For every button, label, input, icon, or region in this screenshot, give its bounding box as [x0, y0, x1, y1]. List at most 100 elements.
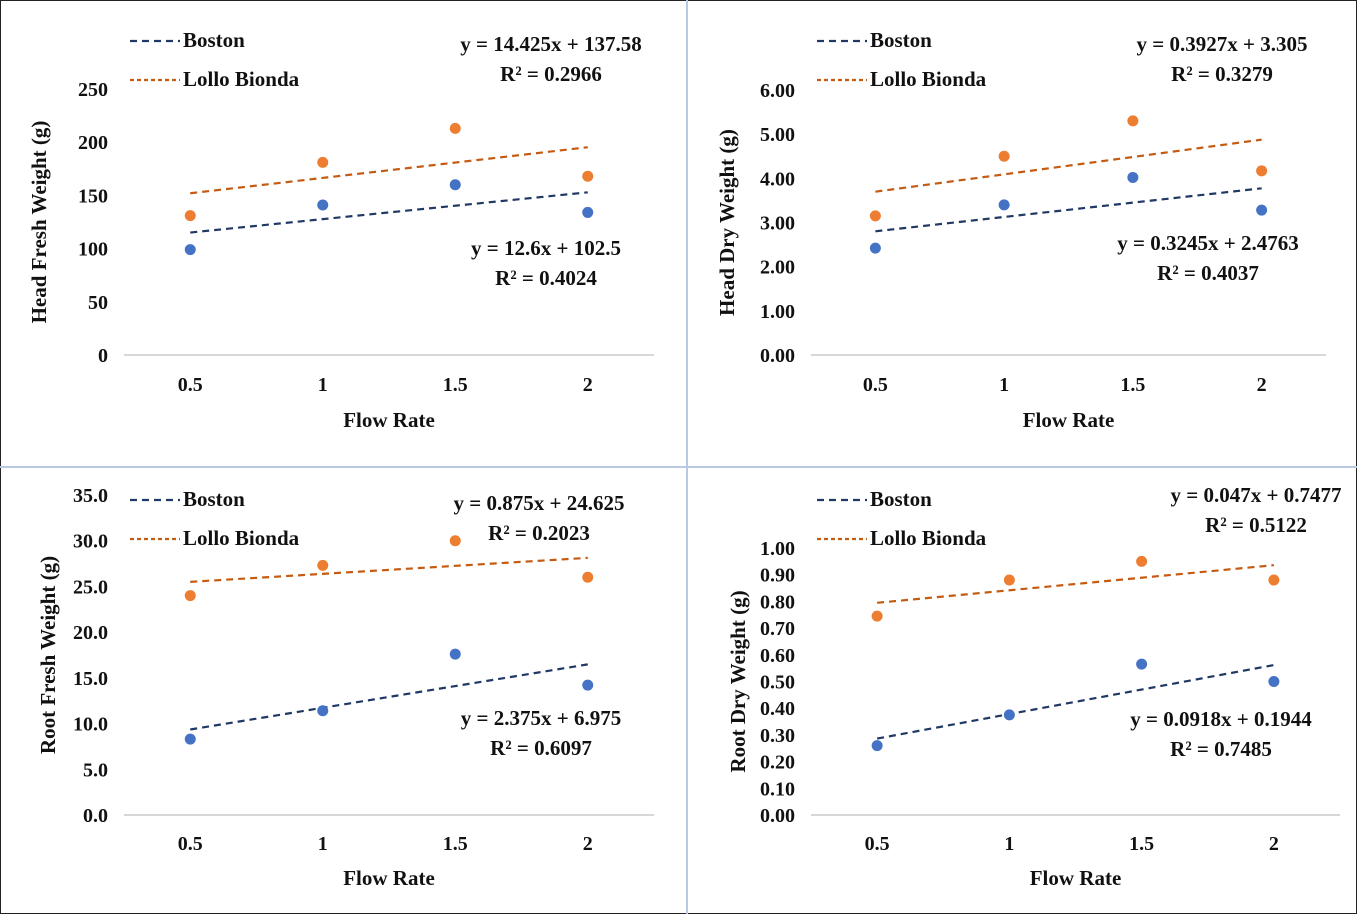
data-point-lollo-bionda	[1127, 115, 1139, 127]
trendline-equation-lollo-bionda: y = 0.875x + 24.625	[454, 491, 625, 515]
legend-label: Lollo Bionda	[183, 67, 300, 91]
y-tick-label: 25.0	[73, 576, 108, 598]
data-point-lollo-bionda	[449, 122, 461, 134]
x-tick-label: 2	[1257, 374, 1267, 396]
chart-svg: 0.00 1.00 2.00 3.00 4.00 5.00 6.00 0.5 1 1.5 2 Flow…	[715, 28, 1326, 432]
x-tick-label: 0.5	[865, 833, 890, 855]
y-tick-label: 0.60	[760, 645, 795, 667]
data-point-lollo-bionda	[1003, 574, 1015, 586]
trendline-equation-lollo-bionda: y = 14.425x + 137.58	[460, 32, 641, 56]
y-tick-label: 6.00	[760, 80, 795, 102]
trendline-equation-boston: y = 0.0918x + 0.1944	[1130, 707, 1312, 731]
data-point-lollo-bionda	[1268, 574, 1280, 586]
y-tick-label: 3.00	[760, 213, 795, 235]
y-axis-title: Head Fresh Weight (g)	[27, 121, 51, 324]
data-point-lollo-bionda	[998, 150, 1010, 162]
y-tick-label: 0.70	[760, 618, 795, 640]
data-point-lollo-bionda	[1256, 165, 1268, 177]
x-axis-title: Flow Rate	[1030, 866, 1122, 890]
x-tick-label: 1.5	[1120, 374, 1145, 396]
trendline-r2-boston: R² = 0.4024	[495, 266, 597, 290]
y-tick-label: 0.40	[760, 698, 795, 720]
trendline-lollo-bionda	[190, 146, 588, 195]
trendline-r2-boston: R² = 0.4037	[1157, 261, 1259, 285]
y-tick-label: 0	[98, 345, 108, 367]
y-tick-label: 100	[78, 239, 108, 261]
data-point-boston	[1256, 204, 1268, 216]
chart-svg: 0 50 100 150 200 250 0.5 1 1.5 2 Flow Rate Head Fre…	[27, 28, 654, 432]
trendline-r2-boston: R² = 0.6097	[490, 736, 592, 760]
y-tick-label: 0.00	[760, 345, 795, 367]
trendline-r2-lollo-bionda: R² = 0.3279	[1171, 62, 1273, 86]
legend-label: Lollo Bionda	[183, 526, 300, 550]
legend-label: Boston	[183, 28, 245, 52]
trendline-boston	[875, 187, 1262, 233]
x-tick-label: 1.5	[1129, 833, 1154, 855]
trendline-equation-boston: y = 2.375x + 6.975	[461, 706, 621, 730]
trendline-r2-lollo-bionda: R² = 0.2966	[500, 62, 602, 86]
x-tick-label: 2	[583, 374, 593, 396]
trendline-equation-lollo-bionda: y = 0.3927x + 3.305	[1137, 32, 1308, 56]
chart-svg: 0.00 0.10 0.20 0.30 0.40 0.50 0.60 0.70 0.80 0.90…	[726, 483, 1341, 890]
data-point-boston	[1003, 709, 1015, 721]
chart-root-dry-weight: 0.00 0.10 0.20 0.30 0.40 0.50 0.60 0.70 0.80 0.90…	[688, 468, 1357, 914]
panel-divider-horizontal	[0, 466, 1357, 468]
x-tick-label: 0.5	[178, 833, 203, 855]
x-axis-title: Flow Rate	[1023, 408, 1115, 432]
y-tick-label: 20.0	[73, 622, 108, 644]
trendline-boston	[876, 663, 1275, 740]
chart-head-fresh-weight: 0 50 100 150 200 250 0.5 1 1.5 2 Flow Rate Head Fre…	[0, 0, 686, 466]
chart-svg: 0.0 5.0 10.0 15.0 20.0 25.0 30.0 35.0 0.5 1 1.5 2 Fl…	[36, 485, 654, 890]
plot-group: 0.00 1.00 2.00 3.00 4.00 5.00 6.00 0.5 1 1.5 2 Flow…	[715, 28, 1326, 432]
y-tick-label: 10.0	[73, 714, 108, 736]
y-tick-label: 0.30	[760, 725, 795, 747]
data-point-boston	[449, 179, 461, 191]
y-tick-label: 5.0	[83, 759, 108, 781]
legend-label: Boston	[870, 487, 932, 511]
y-axis-title: Head Dry Weight (g)	[715, 129, 739, 316]
data-point-boston	[582, 679, 594, 691]
y-tick-label: 1.00	[760, 301, 795, 323]
data-point-boston	[1127, 171, 1139, 183]
data-point-boston	[869, 242, 881, 254]
x-axis-title: Flow Rate	[343, 408, 435, 432]
data-point-boston	[449, 648, 461, 660]
data-point-lollo-bionda	[1136, 555, 1148, 567]
x-tick-label: 1	[318, 833, 328, 855]
data-point-boston	[184, 733, 196, 745]
data-point-boston	[871, 740, 883, 752]
data-point-lollo-bionda	[317, 156, 329, 168]
y-tick-label: 4.00	[760, 168, 795, 190]
x-tick-label: 1	[1004, 833, 1014, 855]
x-tick-label: 2	[583, 833, 593, 855]
data-point-lollo-bionda	[449, 535, 461, 547]
trendline-boston	[190, 191, 588, 234]
data-point-boston	[1268, 676, 1280, 687]
trendline-equation-boston: y = 0.3245x + 2.4763	[1117, 231, 1298, 255]
data-point-boston	[317, 199, 329, 211]
x-tick-label: 1.5	[443, 833, 468, 855]
y-tick-label: 150	[78, 185, 108, 207]
plot-group: 0.0 5.0 10.0 15.0 20.0 25.0 30.0 35.0 0.5 1 1.5 2 Fl…	[36, 485, 654, 890]
data-point-lollo-bionda	[582, 170, 594, 182]
plot-group: 0 50 100 150 200 250 0.5 1 1.5 2 Flow Rate Head Fre…	[27, 28, 654, 432]
y-axis-title: Root Dry Weight (g)	[726, 590, 750, 772]
plot-group: 0.00 0.10 0.20 0.30 0.40 0.50 0.60 0.70 0.80 0.90…	[726, 483, 1341, 890]
data-point-lollo-bionda	[869, 210, 881, 222]
y-tick-label: 0.50	[760, 672, 795, 694]
y-axis-title: Root Fresh Weight (g)	[36, 556, 60, 754]
y-tick-label: 250	[78, 79, 108, 101]
x-axis-title: Flow Rate	[343, 866, 435, 890]
chart-root-fresh-weight: 0.0 5.0 10.0 15.0 20.0 25.0 30.0 35.0 0.5 1 1.5 2 Fl…	[0, 468, 686, 914]
y-tick-label: 35.0	[73, 485, 108, 507]
y-tick-label: 30.0	[73, 531, 108, 553]
data-point-boston	[582, 206, 594, 218]
x-tick-label: 0.5	[863, 374, 888, 396]
panel-divider-vertical	[686, 0, 688, 914]
x-tick-label: 1	[999, 374, 1009, 396]
trendline-lollo-bionda	[190, 556, 588, 583]
trendline-r2-boston: R² = 0.7485	[1170, 737, 1272, 761]
data-point-lollo-bionda	[317, 559, 329, 571]
y-tick-label: 0.20	[760, 752, 795, 774]
trendline-equation-boston: y = 12.6x + 102.5	[471, 236, 621, 260]
